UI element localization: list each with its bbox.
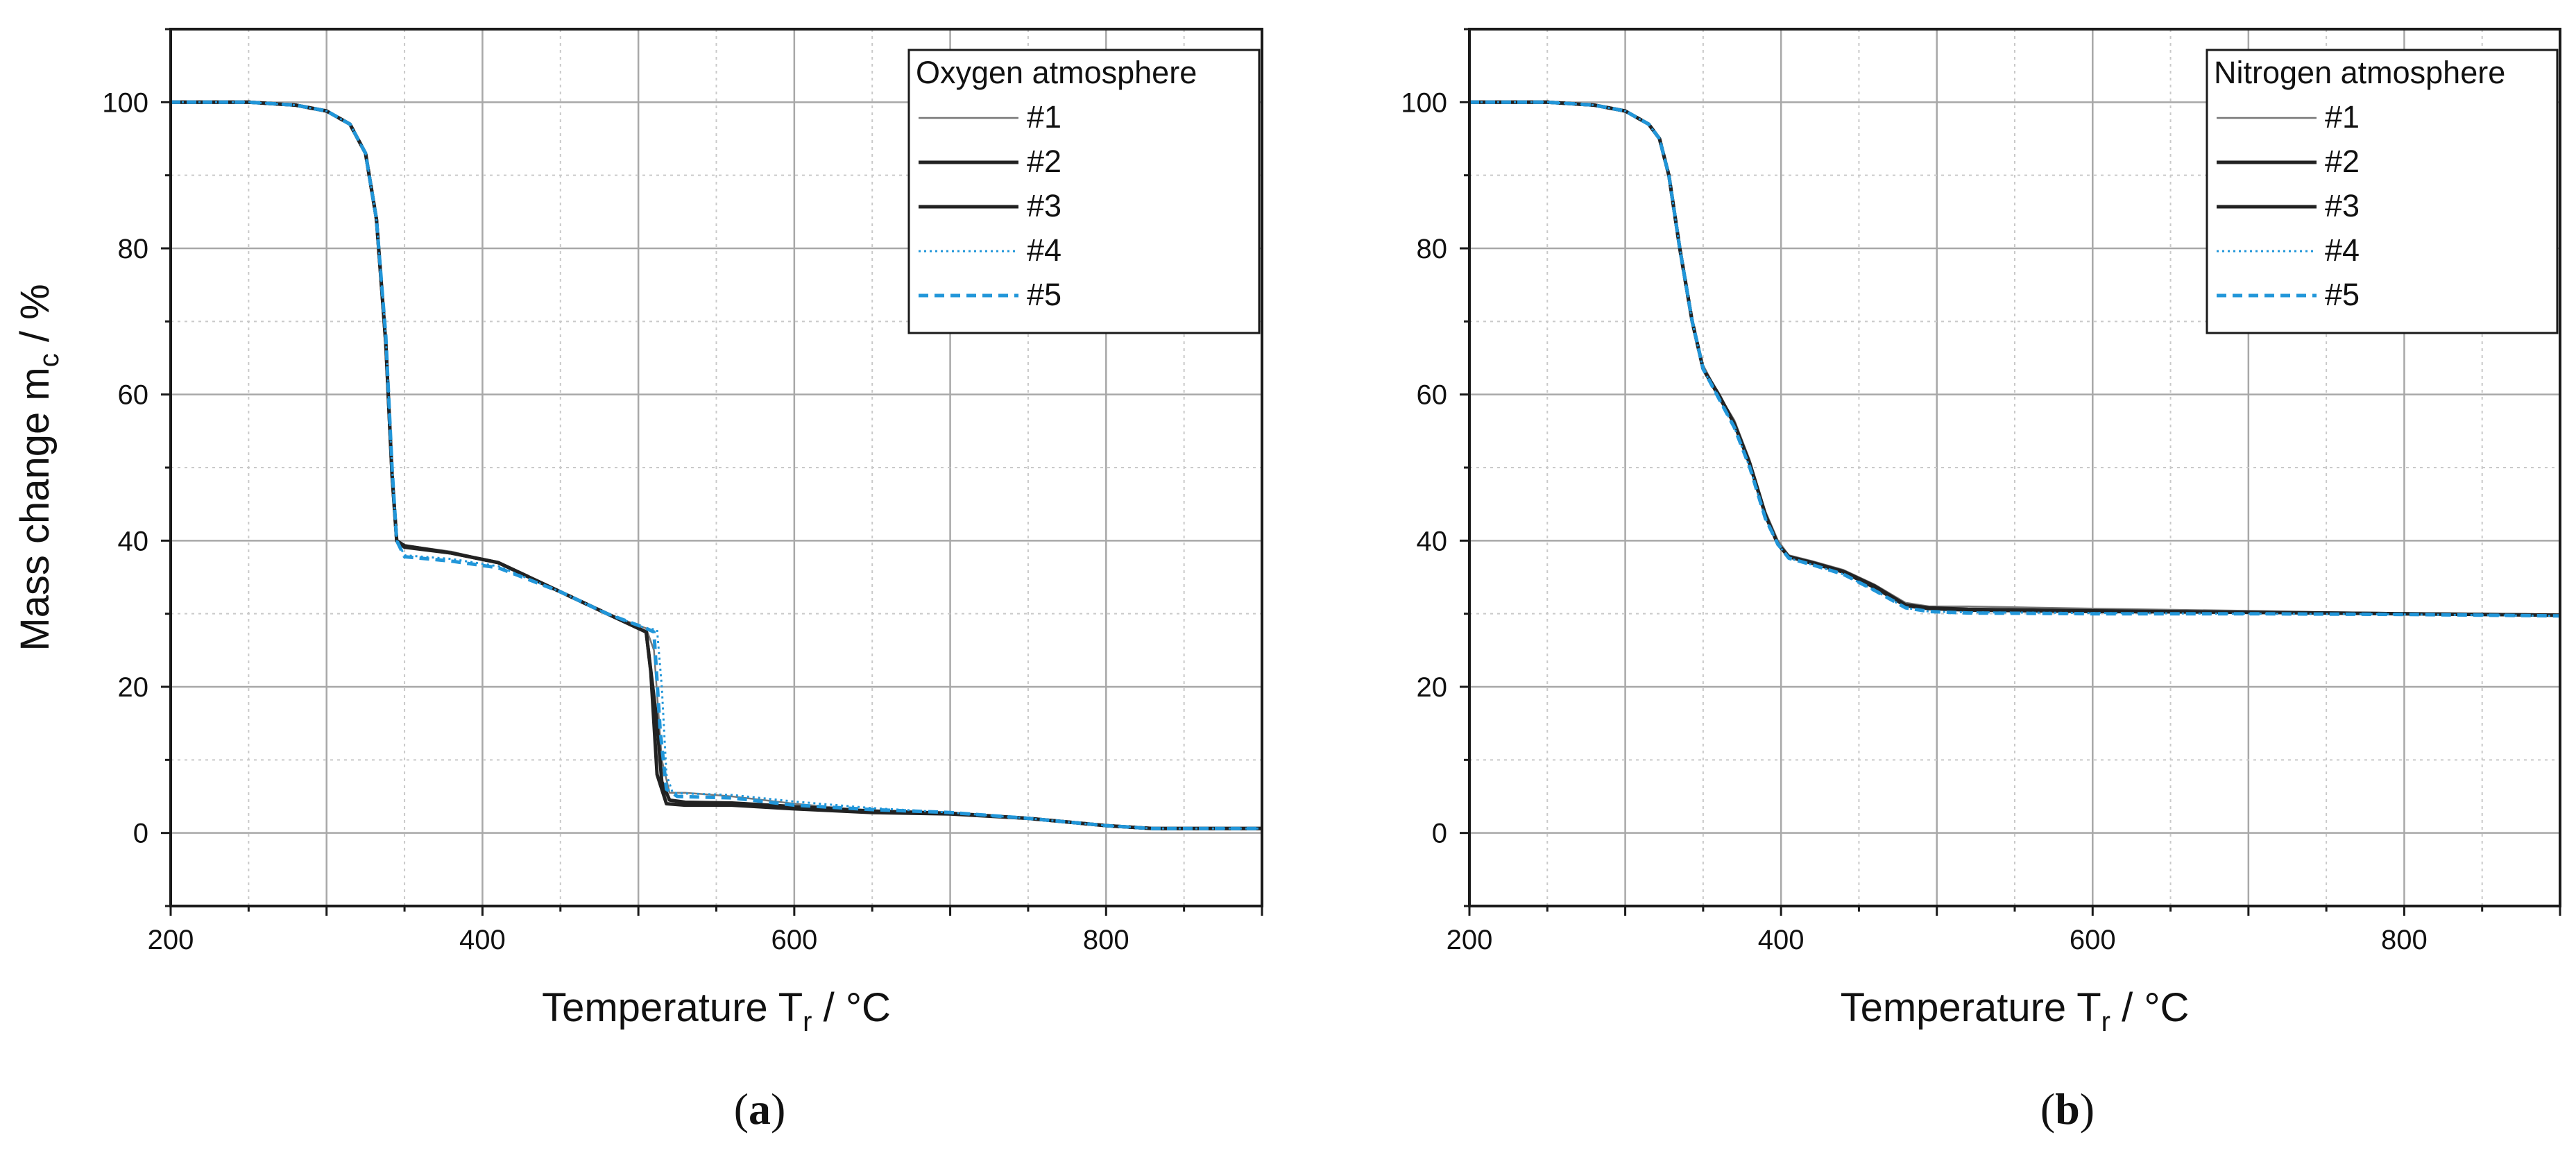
legend-label-2: #2: [2325, 144, 2360, 179]
x-tick-label: 800: [2381, 925, 2428, 955]
y-tick-label: 20: [1417, 672, 1448, 703]
x-axis-title-suffix: / °C: [812, 985, 890, 1030]
y-tick-label: 40: [118, 526, 149, 556]
y-tick-label: 40: [1417, 526, 1448, 556]
legend-label-5: #5: [1027, 277, 1061, 312]
x-tick-label: 400: [1758, 925, 1805, 955]
legend-label-4: #4: [1027, 232, 1061, 268]
y-axis-title-main: Mass change m: [12, 367, 58, 651]
legend-box: [907, 49, 1261, 334]
y-tick-label: 80: [1417, 234, 1448, 264]
legend-label-1: #1: [1027, 99, 1061, 135]
panel-caption: (b): [2040, 1084, 2095, 1134]
x-tick-label: 800: [1083, 925, 1129, 955]
series-line-4: [1469, 101, 2561, 617]
panel-a-oxygen: 200 400 600 800 0 20 40 60 80 100 Temperature Tr /…: [12, 28, 1263, 1134]
y-tick-label: 20: [118, 672, 149, 703]
panel-caption-letter: b: [2055, 1084, 2080, 1134]
y-tick-label: 100: [102, 87, 148, 118]
x-tick-label: 200: [148, 925, 194, 955]
series-line-5: [171, 100, 1262, 830]
panel-caption: (a): [734, 1084, 786, 1134]
panel-caption-open: (: [2040, 1084, 2055, 1134]
y-tick-label: 60: [1417, 380, 1448, 411]
legend-label-5: #5: [2325, 277, 2360, 312]
x-axis-title-suffix: / °C: [2110, 985, 2189, 1030]
y-axis-title-suffix: / %: [12, 284, 58, 353]
y-tick-label: 100: [1401, 87, 1447, 118]
panel-caption-close: ): [771, 1084, 785, 1134]
legend-label-2: #2: [1027, 144, 1061, 179]
x-tick-label: 200: [1447, 925, 1493, 955]
panel-caption-open: (: [734, 1084, 749, 1134]
panel-caption-close: ): [2080, 1084, 2095, 1134]
x-axis-title-main: Temperature T: [542, 985, 803, 1030]
y-tick-label: 80: [118, 234, 149, 264]
legend: Oxygen atmosphere #1 #2 #3 #4 #5: [907, 49, 1261, 334]
y-axis-title-sub: c: [34, 353, 65, 367]
panel-caption-letter: a: [749, 1084, 771, 1134]
legend-label-3: #3: [2325, 188, 2360, 223]
y-tick-label: 60: [118, 380, 149, 411]
legend-label-4: #4: [2325, 232, 2360, 268]
x-axis-title-sub: r: [803, 1007, 812, 1037]
legend: Nitrogen atmosphere #1 #2 #3 #4 #5: [2206, 49, 2559, 334]
x-axis-title-main: Temperature T: [1841, 985, 2101, 1030]
panel-b-nitrogen: 200 400 600 800 0 20 40 60 80 100 Temperature Tr /…: [1401, 28, 2561, 1134]
legend-label-3: #3: [1027, 188, 1061, 223]
x-axis-title: Temperature Tr / °C: [1841, 985, 2190, 1037]
legend-box: [2206, 49, 2559, 334]
y-tick-label: 0: [1432, 819, 1447, 849]
legend-title: Nitrogen atmosphere: [2214, 55, 2505, 90]
y-tick-label: 0: [133, 819, 148, 849]
x-axis-title-sub: r: [2101, 1007, 2110, 1037]
x-tick-label: 600: [771, 925, 817, 955]
x-tick-label: 600: [2070, 925, 2116, 955]
series-line-3: [1469, 100, 2561, 617]
legend-title: Oxygen atmosphere: [916, 55, 1197, 90]
y-axis-title: Mass change mc / %: [12, 284, 65, 651]
legend-label-1: #1: [2325, 99, 2360, 135]
x-axis-title: Temperature Tr / °C: [542, 985, 891, 1037]
x-tick-label: 400: [459, 925, 506, 955]
